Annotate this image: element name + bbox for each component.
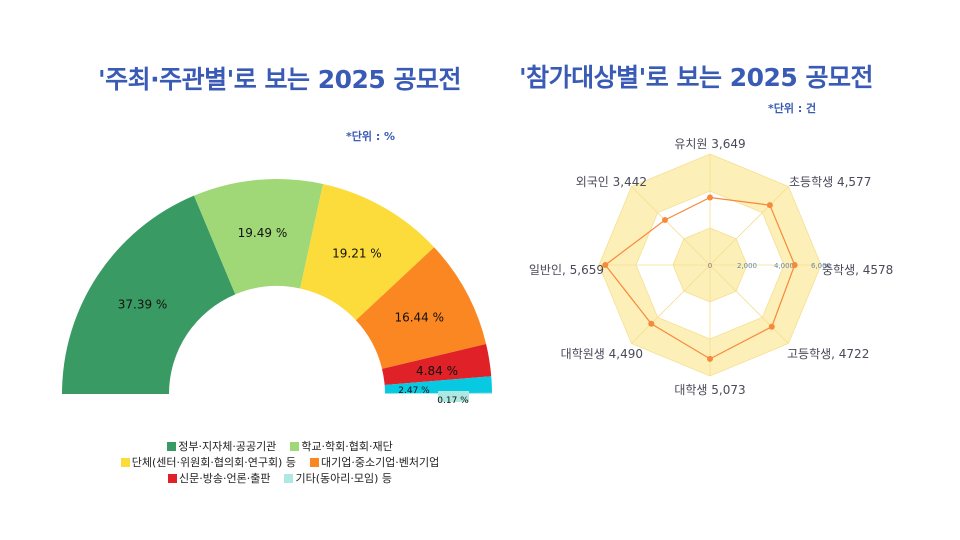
- legend-label: 기타(동아리·모임) 등: [295, 472, 392, 485]
- donut-slice-label: 0.17 %: [437, 396, 469, 406]
- legend-swatch: [167, 441, 177, 451]
- right-unit-note: *단위 : 건: [768, 102, 817, 115]
- radar-axis-label: 외국인 3,442: [576, 175, 647, 189]
- radar-point: [791, 262, 798, 268]
- legend-label: 대기업·중소기업·벤처기업: [320, 456, 440, 469]
- legend-swatch: [284, 473, 294, 483]
- radar-axis-label: 중학생, 4578: [822, 263, 893, 277]
- donut-slice-label: 16.44 %: [394, 311, 444, 325]
- legend-swatch: [309, 457, 319, 467]
- legend-item: 대기업·중소기업·벤처기업: [309, 454, 440, 470]
- radar-point: [768, 323, 775, 330]
- legend-swatch: [120, 457, 130, 467]
- radar-tick-label: 2,000: [737, 262, 757, 270]
- radar-tick-label: 0: [708, 262, 712, 270]
- left-chart-title: '주최·주관별'로 보는 2025 공모전: [98, 65, 462, 94]
- donut-slice: [300, 183, 435, 321]
- legend-label: 정부·지자체·공공기관: [178, 440, 277, 453]
- legend-row: 단체(센터·위원회·협의회·연구회) 등 대기업·중소기업·벤처기업: [0, 454, 560, 470]
- radar-axis-label: 초등학생 4,577: [789, 175, 871, 189]
- donut-slice: [355, 247, 487, 369]
- donut-slice-label: 2.47 %: [398, 386, 430, 396]
- slice-label-bg: [438, 391, 469, 402]
- radar-point: [766, 202, 773, 209]
- legend-swatch: [168, 473, 177, 483]
- donut-slice-label: 19.49 %: [238, 226, 288, 240]
- legend-item: 단체(센터·위원회·협의회·연구회) 등: [120, 454, 296, 470]
- donut-slice-label: 4.84 %: [416, 364, 458, 378]
- radar-point: [707, 355, 713, 362]
- radar-axis-label: 고등학생, 4722: [787, 347, 869, 361]
- half-donut-chart: 37.39 % 19.49 % 19.21 % 16.44 % 4.84 % 2.47 %…: [62, 179, 492, 406]
- radar-chart: 0 2,000 4,000 6,000 유치원 3,649 초등학생 4,577 중학생, …: [529, 137, 893, 397]
- donut-slice-label: 19.21 %: [332, 247, 382, 261]
- radar-axis-label: 대학원생 4,490: [561, 347, 643, 361]
- legend-row: 신문·방송·언론·출판 기타(동아리·모임) 등: [0, 470, 560, 486]
- radar-axis-label: 대학생 5,073: [674, 383, 745, 397]
- legend-label: 신문·방송·언론·출판: [179, 472, 271, 485]
- radar-spoke: [631, 264, 711, 344]
- radar-point: [707, 194, 713, 201]
- radar-tick-label: 6,000: [811, 262, 831, 270]
- legend-item: 정부·지자체·공공기관: [167, 438, 276, 454]
- legend-row: 정부·지자체·공공기관 학교·학회·협회·재단: [0, 438, 560, 454]
- radar-axis-label: 유치원 3,649: [674, 137, 745, 151]
- legend-item: 신문·방송·언론·출판: [168, 470, 270, 486]
- radar-spoke: [709, 186, 789, 266]
- donut-legend: 정부·지자체·공공기관 학교·학회·협회·재단 단체(센터·위원회·협의회·연구회)…: [0, 438, 560, 486]
- radar-tick-label: 4,000: [774, 262, 794, 270]
- legend-item: 기타(동아리·모임) 등: [284, 470, 392, 486]
- radar-axis-label: 일반인, 5,659: [529, 263, 604, 277]
- legend-label: 단체(센터·위원회·협의회·연구회) 등: [131, 456, 296, 469]
- donut-slice: [382, 343, 492, 386]
- donut-slice-label: 37.39 %: [118, 298, 168, 312]
- radar-spoke: [631, 186, 711, 266]
- left-unit-note: *단위 : %: [346, 130, 396, 143]
- legend-label: 학교·학회·협회·재단: [301, 440, 393, 453]
- legend-item: 학교·학회·협회·재단: [290, 438, 393, 454]
- donut-slice: [384, 376, 492, 394]
- radar-point: [602, 262, 609, 268]
- right-chart-title: '참가대상별'로 보는 2025 공모전: [519, 63, 874, 92]
- radar-spoke: [709, 264, 789, 344]
- donut-slice: [62, 195, 236, 394]
- radar-point: [648, 320, 655, 327]
- legend-swatch: [290, 441, 300, 451]
- radar-point: [661, 216, 668, 223]
- donut-slice: [194, 179, 324, 295]
